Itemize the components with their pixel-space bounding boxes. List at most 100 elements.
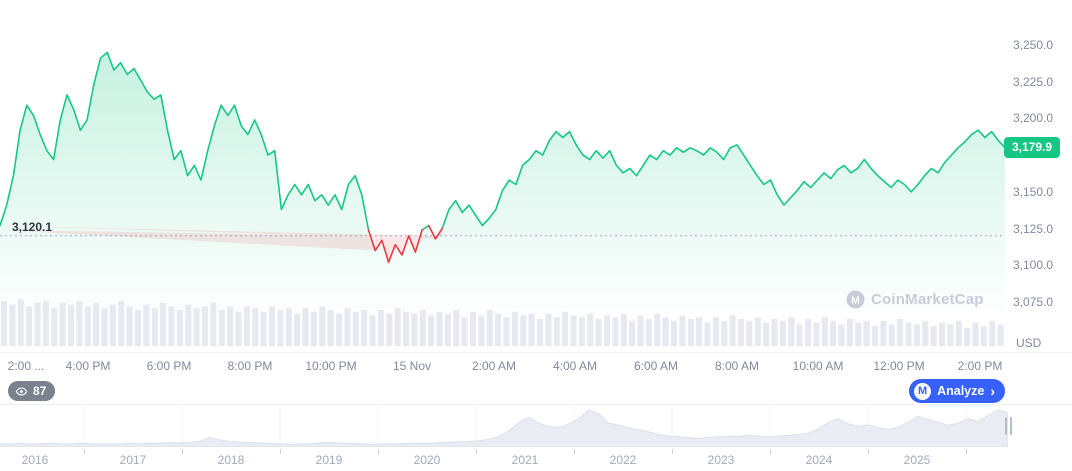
volume-bar [461, 317, 468, 346]
volume-bar [763, 322, 770, 346]
open-price-label: 3,120.1 [12, 220, 53, 234]
navigator-year-label: 2017 [119, 453, 147, 467]
chart-toolbar: 87 M Analyze › [0, 378, 1072, 404]
volume-bar [671, 320, 677, 346]
navigator-years-axis: 2016 2017 2018 2019 2020 2021 2022 2023 2024 2025 [0, 449, 1072, 471]
volume-bar [34, 302, 41, 346]
navigator-year-tick [476, 449, 477, 454]
volume-bar [377, 310, 384, 346]
volume-bar [486, 310, 493, 346]
watermark-text: CoinMarketCap [871, 291, 984, 308]
volume-bar [68, 304, 74, 346]
volume-bar [361, 310, 368, 346]
volume-bar [143, 304, 150, 346]
navigator-year-label: 2025 [903, 453, 931, 467]
volume-bar [369, 315, 376, 346]
volume-bar [997, 324, 1004, 346]
price-axis-label: 3,225.0 [1013, 75, 1054, 89]
navigator-year-tick [378, 449, 379, 454]
navigator-year-label: 2020 [413, 453, 441, 467]
volume-bar [470, 311, 476, 346]
volume-bar [947, 324, 954, 346]
volume-bar [905, 322, 912, 346]
volume-bar [126, 306, 133, 346]
time-axis-label: 4:00 PM [65, 359, 111, 373]
watchers-badge: 87 [8, 381, 56, 401]
volume-bar [218, 310, 225, 346]
volume-bar [604, 315, 610, 346]
navigator-year-tick [868, 449, 869, 454]
volume-bar [570, 315, 577, 346]
volume-bar [235, 311, 242, 346]
price-line-green [0, 51, 1005, 231]
volume-bar [578, 317, 585, 346]
below-open-fill [0, 225, 443, 263]
volume-bar [419, 310, 426, 346]
analyze-button[interactable]: M Analyze › [909, 379, 1005, 403]
volume-bar [210, 302, 217, 346]
volume-bar [520, 315, 527, 346]
price-axis-unit: USD [1016, 336, 1042, 350]
volume-bar [779, 320, 786, 346]
volume-bar [629, 320, 636, 346]
navigator-year-label: 2016 [21, 453, 49, 467]
volume-bar [84, 306, 91, 346]
volume-bar [528, 313, 535, 346]
volume-bar [319, 306, 326, 346]
volume-bar [537, 319, 543, 346]
current-price-badge: 3,179.9 [1004, 137, 1060, 158]
volume-bar [679, 315, 686, 346]
volume-bar [955, 320, 962, 346]
time-axis: 2:00 ... 4:00 PM 6:00 PM 8:00 PM 10:00 PM 15 … [0, 352, 1072, 379]
time-axis-label: 6:00 AM [633, 359, 679, 373]
navigator-year-label: 2022 [609, 453, 637, 467]
volume-bar [662, 317, 669, 346]
volume-bar [76, 301, 83, 346]
analyze-button-label: Analyze [937, 384, 985, 398]
time-axis-label: 2:00 AM [471, 359, 517, 373]
time-axis-label: 4:00 AM [552, 359, 598, 373]
volume-bar [729, 315, 736, 346]
navigator-year-tick [574, 449, 575, 454]
volume-bar [352, 311, 359, 346]
navigator-year-tick [280, 449, 281, 454]
volume-bar [846, 319, 853, 346]
volume-bar [436, 311, 443, 346]
price-axis: 3,250.0 3,225.0 3,200.0 3,150.0 3,125.0 3,100… [1010, 0, 1072, 352]
volume-bar [277, 310, 284, 346]
price-line-red [367, 224, 443, 264]
price-axis-label: 3,200.0 [1013, 111, 1054, 125]
navigator-chart-canvas[interactable] [0, 405, 1008, 447]
volume-bar [654, 313, 661, 346]
volume-bar [428, 315, 435, 346]
navigator-year-tick [84, 449, 85, 454]
navigator-drag-handle[interactable] [1002, 412, 1014, 440]
volume-bar [109, 304, 116, 346]
price-axis-label: 3,125.0 [1013, 222, 1054, 236]
volume-bar [285, 308, 292, 346]
navigator-year-tick [672, 449, 673, 454]
volume-bar [796, 324, 803, 346]
volume-bar [1, 301, 7, 346]
volume-bar [160, 302, 167, 346]
volume-bar [394, 308, 401, 346]
volume-bar [704, 322, 711, 346]
volume-bar [302, 308, 309, 346]
price-chart-canvas[interactable] [0, 0, 1005, 352]
volume-bar [336, 313, 342, 346]
navigator-year-label: 2024 [805, 453, 833, 467]
volume-bar [805, 319, 811, 346]
volume-bar [930, 326, 937, 346]
volume-bar [511, 311, 518, 346]
volume-bar [838, 324, 845, 346]
navigator-year-tick [966, 449, 967, 454]
time-axis-label: 10:00 AM [792, 359, 844, 373]
volume-bar [872, 326, 878, 346]
chevron-right-icon: › [990, 383, 995, 399]
volume-bar [310, 311, 317, 346]
volume-bar [444, 313, 451, 346]
volume-bar [294, 313, 301, 346]
volume-bar [252, 308, 259, 346]
volume-bar [176, 310, 183, 346]
volume-bar [821, 317, 828, 346]
